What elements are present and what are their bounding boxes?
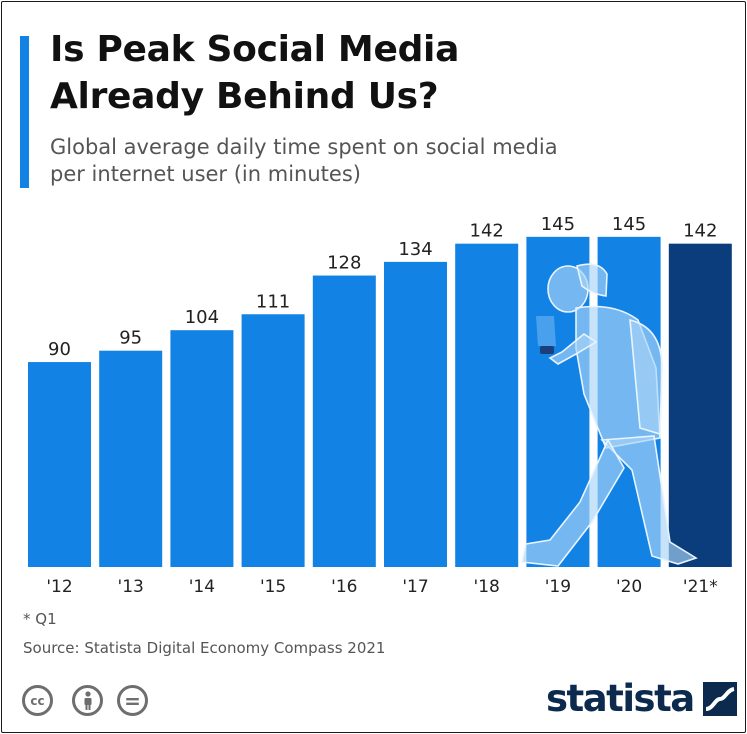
walking-person-illustration — [521, 263, 698, 567]
value-label: 111 — [256, 291, 290, 312]
bar-'17 — [384, 261, 447, 567]
page-title: Is Peak Social Media Already Behind Us? — [50, 26, 690, 120]
brand-logo[interactable]: statista — [546, 677, 737, 721]
category-label: '15 — [260, 577, 286, 597]
bar-'16 — [312, 275, 376, 567]
subtitle-line-2: per internet user (in minutes) — [50, 162, 361, 186]
bar-'18 — [455, 243, 519, 567]
value-label: 134 — [398, 239, 432, 260]
bar-chart: 90 '12 95 '13 104 '14 111 '15 128 '16 134 '17 142 '18… — [28, 214, 732, 597]
cc-icon[interactable]: cc — [22, 685, 53, 716]
labels-layer: 90 '12 95 '13 104 '14 111 '15 128 '16 134 '17 142 '18… — [46, 214, 717, 597]
title-line-1: Is Peak Social Media — [50, 29, 460, 70]
value-label: 104 — [185, 307, 219, 328]
bar-'15 — [241, 314, 305, 567]
value-label: 145 — [612, 214, 646, 235]
value-label: 90 — [48, 339, 71, 360]
value-label: 145 — [541, 214, 575, 235]
value-label: 95 — [119, 328, 142, 349]
source-note: Source: Statista Digital Economy Compass… — [23, 639, 386, 657]
category-label: '20 — [616, 577, 642, 597]
page-subtitle: Global average daily time spent on socia… — [50, 134, 670, 188]
bar-'13 — [99, 350, 163, 567]
value-label: 128 — [327, 253, 361, 274]
bar-'21* — [668, 243, 732, 567]
category-label: '13 — [118, 577, 144, 597]
footnote: * Q1 — [23, 610, 57, 628]
category-label: '16 — [331, 577, 357, 597]
brand-name: statista — [546, 677, 695, 720]
equals-icon[interactable]: = — [117, 685, 148, 716]
category-label: '18 — [474, 577, 500, 597]
category-label: '12 — [46, 577, 72, 597]
person-glyph — [84, 690, 91, 710]
accent-bar — [20, 36, 29, 188]
brand-mark-icon — [702, 682, 737, 716]
category-label: '19 — [545, 577, 571, 597]
category-label: '14 — [189, 577, 215, 597]
value-label: 142 — [683, 221, 717, 242]
category-label: '21* — [683, 577, 718, 597]
bar-'14 — [170, 330, 234, 567]
subtitle-line-1: Global average daily time spent on socia… — [50, 135, 558, 159]
person-icon[interactable] — [72, 685, 103, 716]
bar-'12 — [28, 362, 91, 567]
title-line-2: Already Behind Us? — [50, 76, 439, 117]
category-label: '17 — [402, 577, 428, 597]
value-label: 142 — [470, 221, 504, 242]
